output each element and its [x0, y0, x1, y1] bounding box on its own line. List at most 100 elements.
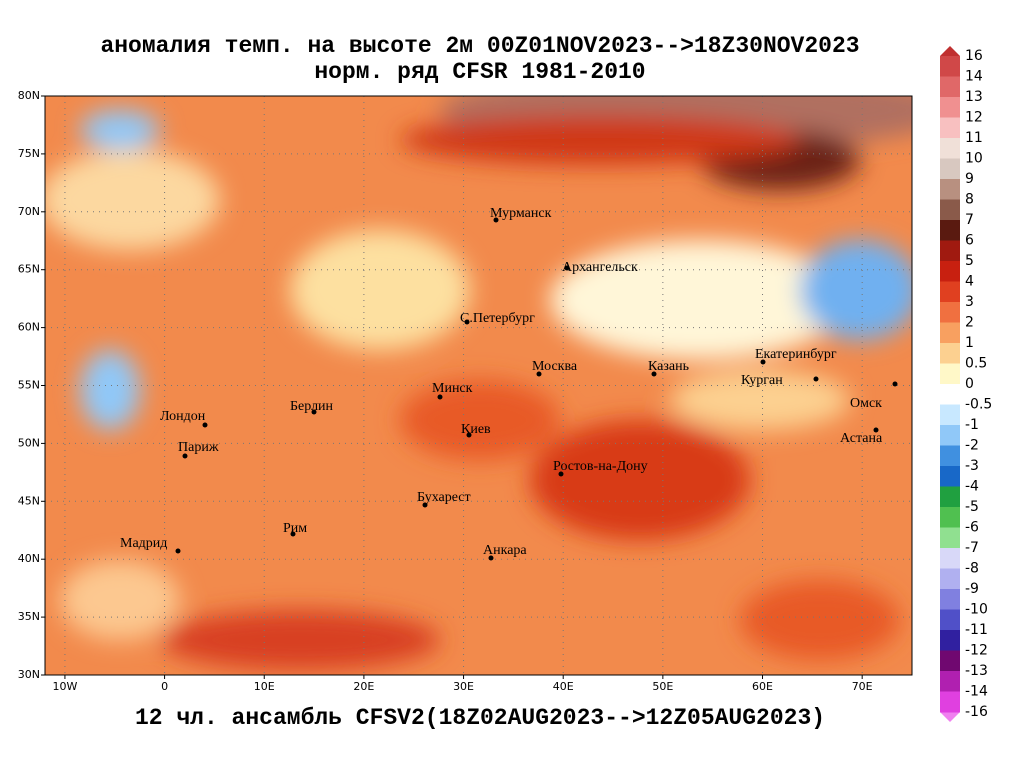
city-label: Анкара — [483, 543, 527, 558]
colorbar-label: 9 — [965, 171, 974, 187]
colorbar-segment — [940, 671, 960, 692]
colorbar-label: 2 — [965, 315, 974, 331]
city-label: Париж — [178, 440, 219, 455]
colorbar-segment — [940, 568, 960, 590]
colorbar-label: 14 — [965, 69, 983, 85]
colorbar-label: -9 — [965, 581, 979, 597]
colorbar-label: -12 — [965, 643, 988, 659]
city-dot — [813, 376, 819, 382]
colorbar-segment — [940, 466, 960, 487]
colorbar-label: -3 — [965, 458, 979, 474]
colorbar-segment — [940, 630, 960, 651]
city-label: Минск — [432, 381, 473, 396]
colorbar-top-arrow — [940, 46, 960, 56]
colorbar-label: 12 — [965, 110, 983, 126]
colorbar-label: 3 — [965, 294, 974, 310]
city-label: Киев — [461, 422, 491, 437]
colorbar-label: -1 — [965, 417, 979, 433]
colorbar-segment — [940, 302, 960, 323]
colorbar-label: -7 — [965, 540, 979, 556]
colorbar-segment — [940, 527, 960, 549]
colorbar-segment — [940, 179, 960, 200]
city-label: Бухарест — [417, 490, 471, 505]
lat-tick-label: 60N — [18, 321, 40, 334]
city-label: Астана — [840, 431, 883, 446]
colorbar-segment — [940, 240, 960, 262]
map-frame — [44, 95, 913, 676]
city-label: Рим — [283, 521, 307, 536]
city-dot — [564, 265, 570, 271]
colorbar-label: 11 — [965, 130, 983, 146]
colorbar-segment — [940, 97, 960, 118]
colorbar-segment — [940, 404, 960, 426]
colorbar-bottom-arrow — [940, 712, 960, 722]
city-dot — [558, 471, 564, 477]
city-dot — [202, 422, 208, 428]
anomaly-field — [45, 96, 912, 675]
colorbar-label: -11 — [965, 622, 988, 638]
colorbar-label: 10 — [965, 151, 983, 167]
city-dot — [651, 371, 657, 377]
colorbar-label: -16 — [965, 704, 988, 720]
colorbar-segment — [940, 548, 960, 569]
city-dot — [760, 359, 766, 365]
city-dot — [175, 548, 181, 554]
colorbar-label: 0.5 — [965, 356, 987, 372]
lon-tick-label: 30E — [453, 680, 474, 693]
colorbar-segment — [940, 261, 960, 282]
lat-tick-label: 45N — [18, 494, 40, 507]
colorbar-segment — [940, 117, 960, 139]
city-dot — [464, 319, 470, 325]
lon-tick-label: 20E — [353, 680, 374, 693]
lat-tick-label: 55N — [18, 379, 40, 392]
colorbar-label: 8 — [965, 192, 974, 208]
lon-tick-label: 10E — [254, 680, 275, 693]
city-dot — [536, 371, 542, 377]
lat-tick-label: 30N — [18, 668, 40, 681]
lat-tick-label: 40N — [18, 552, 40, 565]
city-dot — [873, 427, 879, 433]
city-label: Ростов-на-Дону — [553, 459, 648, 474]
colorbar-segment — [940, 343, 960, 364]
lon-tick-label: 10W — [52, 680, 77, 693]
city-dot — [290, 531, 296, 537]
lon-tick-label: 70E — [852, 680, 873, 693]
city-dot — [437, 394, 443, 400]
colorbar-label: 7 — [965, 212, 974, 228]
colorbar-segment — [940, 56, 960, 77]
colorbar-label: 1 — [965, 335, 974, 351]
city-dot — [422, 502, 428, 508]
lon-tick-label: 40E — [553, 680, 574, 693]
city-label: Берлин — [290, 399, 334, 414]
colorbar-segment — [940, 363, 960, 385]
lat-tick-label: 80N — [18, 89, 40, 102]
colorbar-segment — [940, 322, 960, 344]
colorbar-label: 16 — [965, 48, 983, 64]
colorbar-segment — [940, 76, 960, 98]
colorbar-label: 13 — [965, 89, 983, 105]
lat-tick-label: 65N — [18, 263, 40, 276]
city-label: Мадрид — [120, 536, 167, 551]
colorbar-label: 6 — [965, 233, 974, 249]
colorbar-segment — [940, 445, 960, 467]
lat-tick-label: 50N — [18, 436, 40, 449]
footer: 12 чл. ансамбль CFSV2(18Z02AUG2023-->12Z… — [135, 705, 825, 731]
colorbar-label: -0.5 — [965, 397, 992, 413]
colorbar-segment — [940, 486, 960, 508]
subtitle: норм. ряд CFSR 1981-2010 — [314, 59, 645, 85]
city-label: С.Петербург — [460, 311, 535, 326]
colorbar-segment — [940, 691, 960, 713]
colorbar-segment — [940, 220, 960, 241]
colorbar-segment — [940, 199, 960, 221]
colorbar-segment — [940, 384, 960, 405]
colorbar-label: -4 — [965, 479, 979, 495]
colorbar-label: -13 — [965, 663, 988, 679]
colorbar-segment — [940, 507, 960, 528]
colorbar-label: -2 — [965, 438, 979, 454]
city-dot — [488, 555, 494, 561]
colorbar-segment — [940, 425, 960, 446]
colorbar-segment — [940, 650, 960, 672]
lon-tick-label: 60E — [752, 680, 773, 693]
city-label: Казань — [648, 359, 689, 374]
lat-tick-label: 35N — [18, 610, 40, 623]
